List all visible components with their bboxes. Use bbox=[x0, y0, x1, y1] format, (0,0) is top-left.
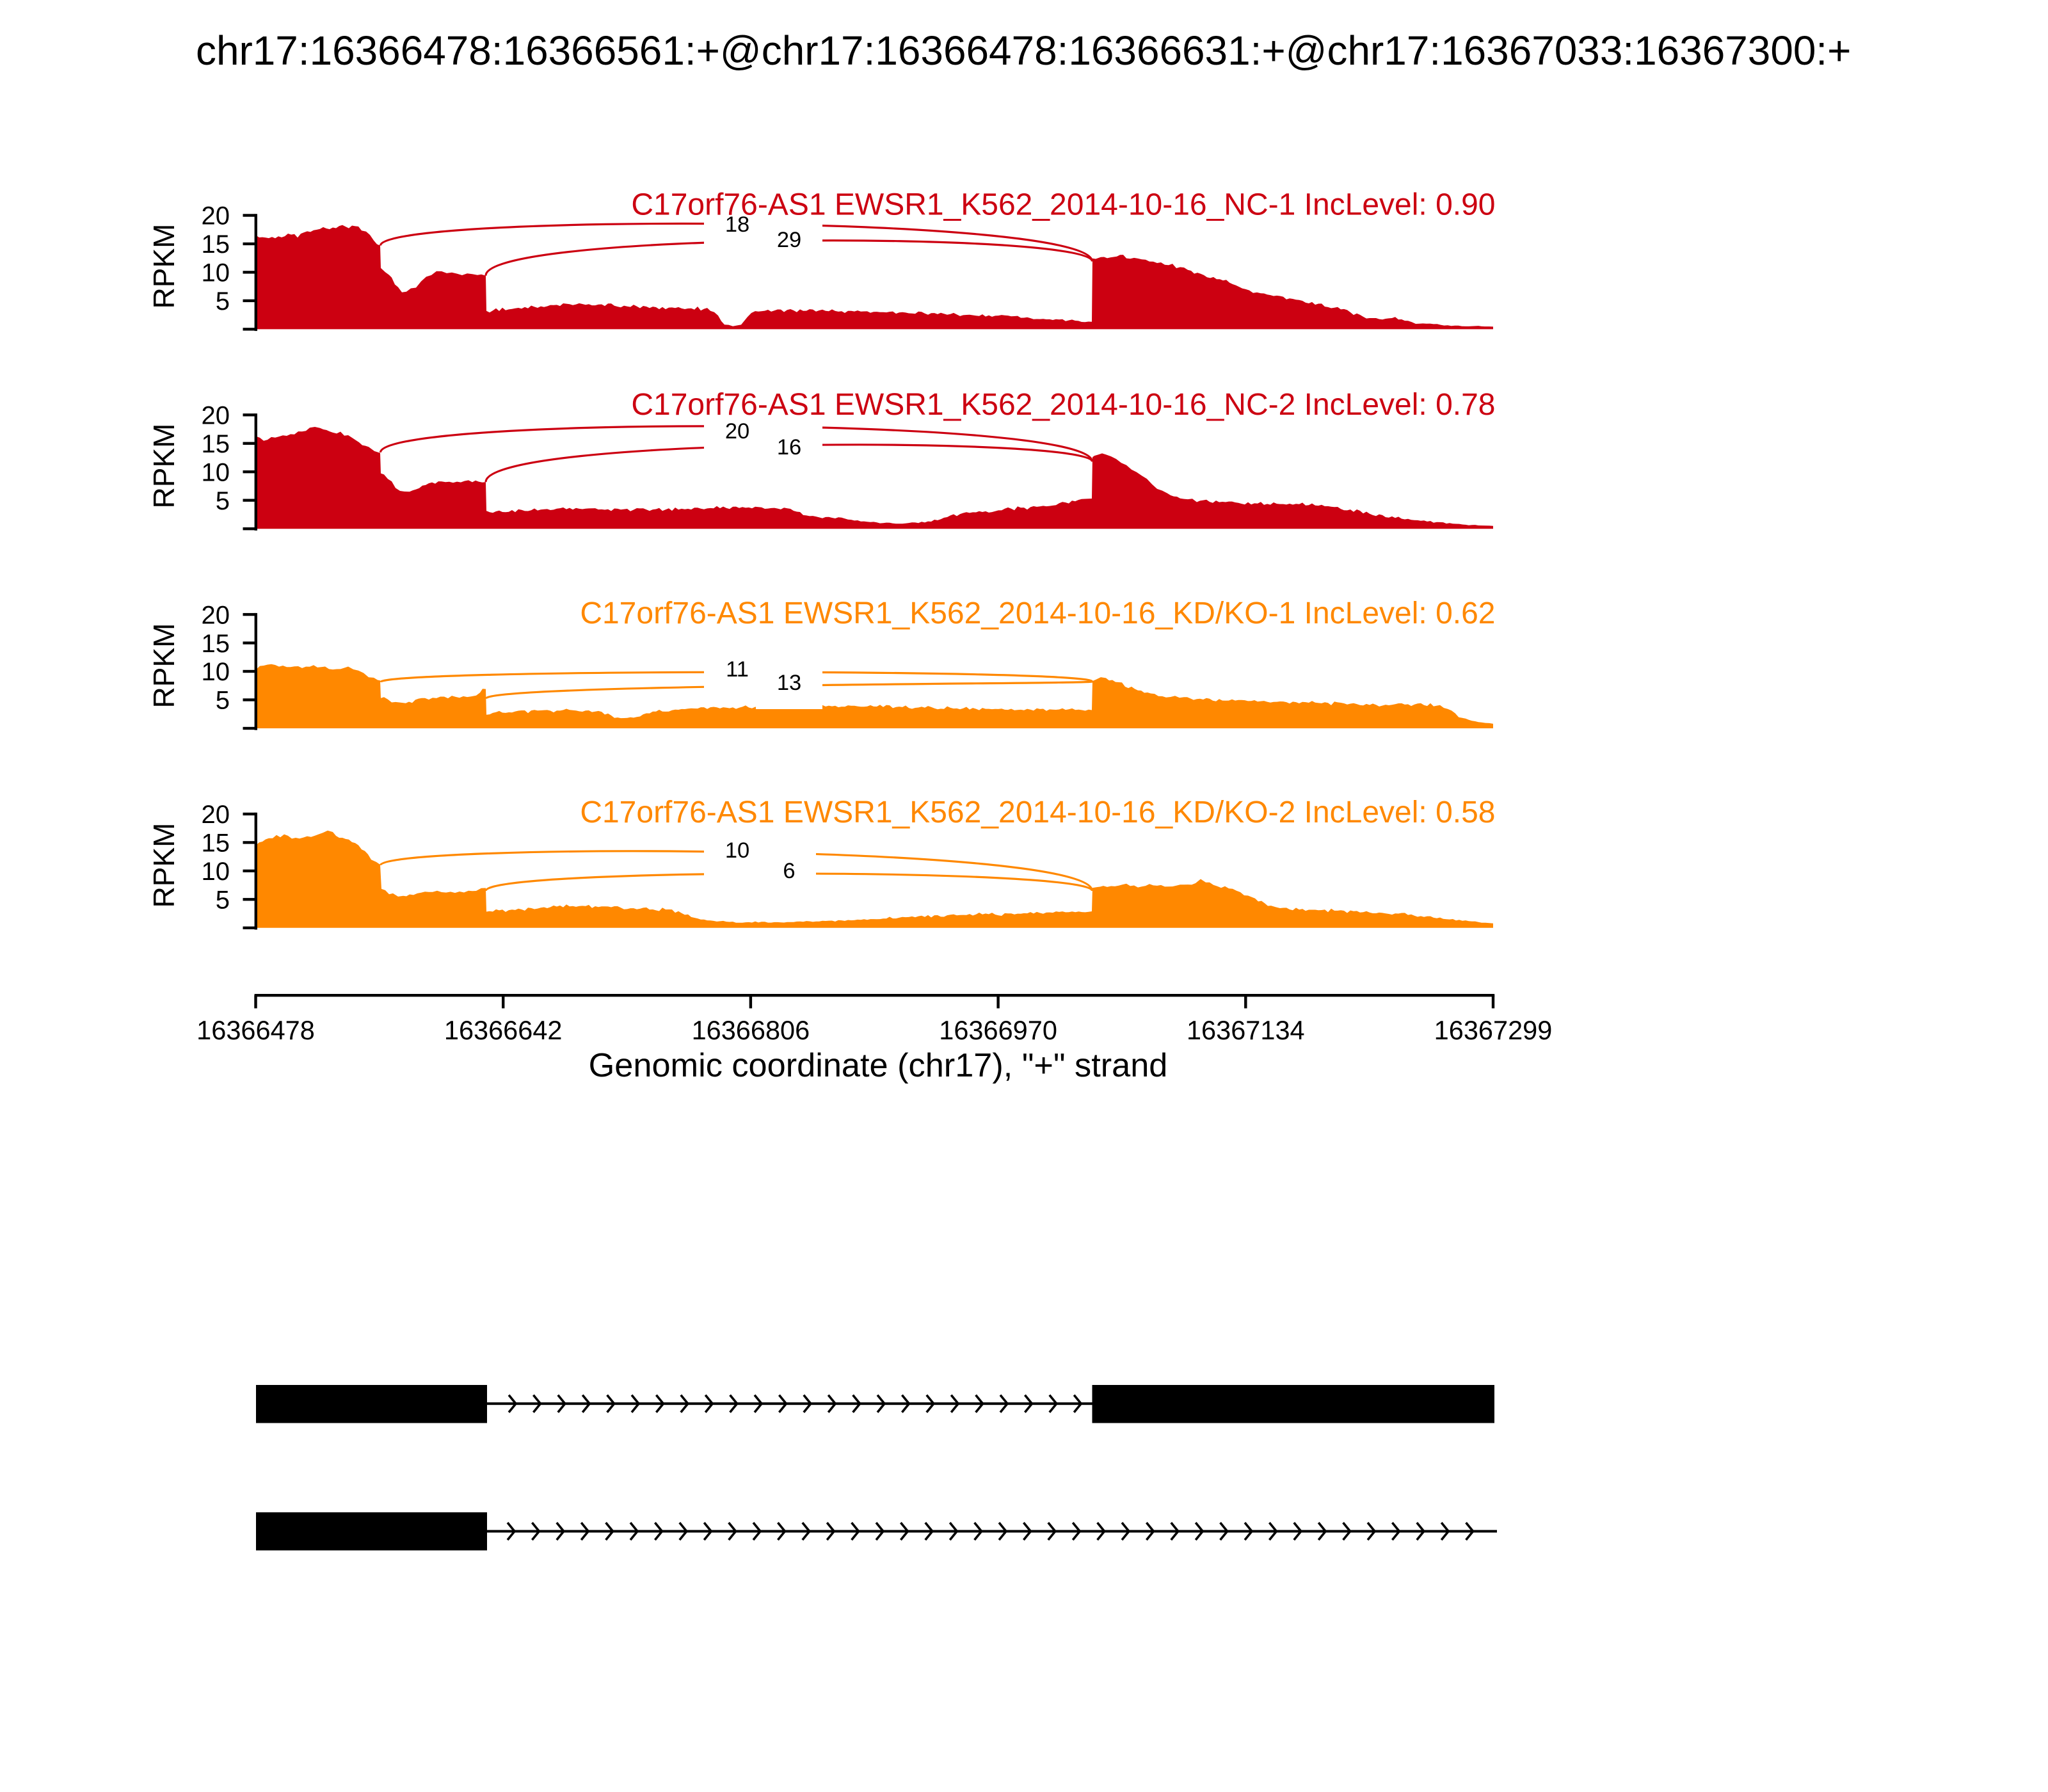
svg-text:18: 18 bbox=[725, 212, 749, 237]
svg-text:11: 11 bbox=[726, 657, 749, 682]
svg-text:13: 13 bbox=[777, 671, 801, 695]
svg-text:16: 16 bbox=[777, 435, 801, 460]
svg-text:16366970: 16366970 bbox=[939, 1015, 1057, 1045]
svg-text:15: 15 bbox=[202, 230, 230, 259]
svg-text:6: 6 bbox=[783, 859, 795, 883]
svg-text:RPKM: RPKM bbox=[147, 823, 180, 908]
svg-text:20: 20 bbox=[202, 801, 230, 829]
svg-text:5: 5 bbox=[216, 487, 230, 515]
svg-text:RPKM: RPKM bbox=[147, 224, 180, 309]
svg-text:10: 10 bbox=[202, 858, 230, 886]
svg-text:10: 10 bbox=[202, 658, 230, 686]
svg-text:5: 5 bbox=[216, 687, 230, 715]
svg-text:5: 5 bbox=[216, 287, 230, 316]
svg-text:10: 10 bbox=[202, 459, 230, 487]
svg-text:16366642: 16366642 bbox=[444, 1015, 563, 1045]
svg-text:RPKM: RPKM bbox=[147, 623, 180, 708]
svg-text:16367134: 16367134 bbox=[1187, 1015, 1305, 1045]
svg-text:5: 5 bbox=[216, 886, 230, 915]
svg-text:C17orf76-AS1 EWSR1_K562_2014-1: C17orf76-AS1 EWSR1_K562_2014-10-16_KD/KO… bbox=[580, 796, 1495, 829]
svg-text:16366806: 16366806 bbox=[692, 1015, 810, 1045]
svg-text:C17orf76-AS1 EWSR1_K562_2014-1: C17orf76-AS1 EWSR1_K562_2014-10-16_KD/KO… bbox=[580, 596, 1495, 630]
svg-text:15: 15 bbox=[202, 630, 230, 658]
svg-text:10: 10 bbox=[725, 838, 749, 863]
svg-text:16367299: 16367299 bbox=[1434, 1015, 1553, 1045]
svg-text:20: 20 bbox=[202, 202, 230, 230]
svg-text:20: 20 bbox=[202, 601, 230, 629]
svg-text:10: 10 bbox=[202, 259, 230, 287]
svg-text:29: 29 bbox=[777, 228, 801, 252]
svg-text:20: 20 bbox=[725, 419, 749, 444]
svg-text:15: 15 bbox=[202, 829, 230, 858]
svg-text:16366478: 16366478 bbox=[196, 1015, 315, 1045]
svg-text:15: 15 bbox=[202, 430, 230, 458]
svg-text:Genomic coordinate (chr17), "+: Genomic coordinate (chr17), "+" strand bbox=[589, 1047, 1168, 1084]
svg-text:20: 20 bbox=[202, 402, 230, 430]
svg-text:C17orf76-AS1 EWSR1_K562_2014-1: C17orf76-AS1 EWSR1_K562_2014-10-16_NC-2 … bbox=[631, 388, 1495, 422]
svg-text:RPKM: RPKM bbox=[147, 424, 180, 509]
svg-text:chr17:16366478:16366561:+@chr1: chr17:16366478:16366561:+@chr17:16366478… bbox=[196, 28, 1851, 74]
svg-text:C17orf76-AS1 EWSR1_K562_2014-1: C17orf76-AS1 EWSR1_K562_2014-10-16_NC-1 … bbox=[631, 188, 1495, 222]
